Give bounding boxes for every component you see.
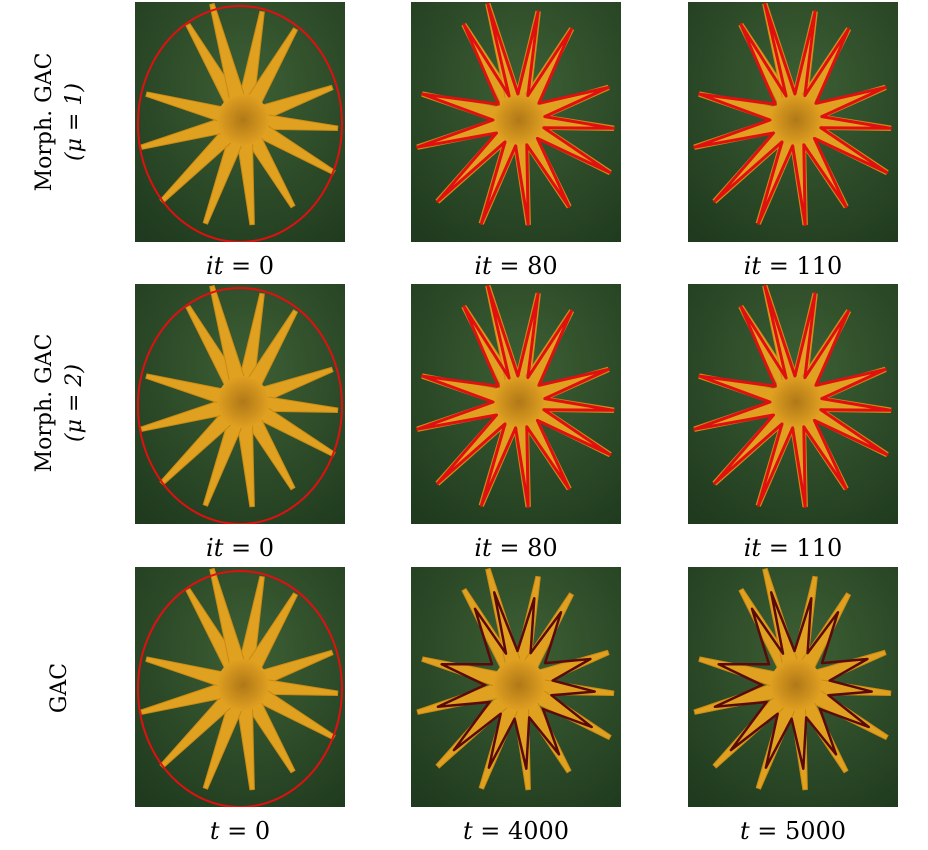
starfish-center	[217, 94, 269, 146]
caption-variable: t	[209, 817, 220, 845]
caption-r1-c2: it = 80	[411, 252, 621, 280]
starfish-image	[688, 284, 898, 524]
starfish-image	[411, 567, 621, 807]
starfish-image	[688, 567, 898, 807]
caption-variable: it	[206, 252, 224, 280]
starfish-center	[217, 659, 269, 711]
segmentation-contour	[137, 570, 343, 807]
starfish-image	[135, 567, 345, 807]
panel-r2-c3	[688, 284, 898, 524]
segmentation-contour	[416, 2, 616, 227]
row-label-3-line1: GAC	[47, 662, 72, 714]
caption-variable: it	[743, 534, 762, 562]
caption-variable: it	[474, 252, 492, 280]
caption-r1-c1: it = 0	[135, 252, 345, 280]
starfish-center	[493, 376, 545, 428]
caption-variable: t	[739, 817, 750, 845]
row-label-1-line2: (μ = 1)	[62, 83, 87, 161]
caption-variable: it	[206, 534, 224, 562]
starfish-shape	[140, 2, 339, 226]
segmentation-contour	[416, 284, 616, 509]
panel-r3-c2	[411, 567, 621, 807]
caption-value: = 0	[223, 534, 274, 562]
segmentation-contour	[713, 591, 873, 770]
caption-variable: t	[462, 817, 473, 845]
panel-r1-c2	[411, 2, 621, 242]
caption-r2-c1: it = 0	[135, 534, 345, 562]
caption-value: = 110	[761, 534, 843, 562]
starfish-image	[135, 284, 345, 524]
caption-value: = 0	[219, 817, 271, 845]
caption-r3-c1: t = 0	[135, 817, 345, 845]
caption-r2-c2: it = 80	[411, 534, 621, 562]
segmentation-contour	[693, 2, 893, 227]
row-label-1-line1: Morph. GAC	[32, 52, 57, 192]
row-label-2-line2: (μ = 2)	[62, 364, 87, 442]
starfish-shape	[140, 284, 339, 508]
segmentation-contour	[137, 287, 343, 524]
row-label-1: Morph. GAC (μ = 1)	[30, 2, 90, 242]
row-label-2: Morph. GAC (μ = 2)	[30, 283, 90, 523]
caption-value: = 80	[491, 252, 558, 280]
starfish-image	[135, 2, 345, 242]
starfish-center	[770, 659, 822, 711]
caption-value: = 5000	[749, 817, 847, 845]
caption-value: = 4000	[472, 817, 570, 845]
starfish-center	[493, 659, 545, 711]
starfish-center	[493, 94, 545, 146]
starfish-image	[411, 284, 621, 524]
starfish-center	[770, 94, 822, 146]
caption-r2-c3: it = 110	[688, 534, 898, 562]
starfish-image	[411, 2, 621, 242]
caption-r3-c2: t = 4000	[411, 817, 621, 845]
segmentation-contour	[693, 284, 893, 509]
panel-r1-c1	[135, 2, 345, 242]
caption-value: = 0	[223, 252, 274, 280]
caption-value: = 110	[761, 252, 843, 280]
caption-variable: it	[743, 252, 762, 280]
row-label-2-line1: Morph. GAC	[32, 333, 57, 473]
row-label-3: GAC	[30, 568, 90, 808]
segmentation-contour	[137, 5, 343, 242]
panel-r2-c1	[135, 284, 345, 524]
caption-value: = 80	[491, 534, 558, 562]
panel-r2-c2	[411, 284, 621, 524]
starfish-center	[770, 376, 822, 428]
starfish-shape	[140, 567, 339, 791]
panel-r1-c3	[688, 2, 898, 242]
caption-variable: it	[474, 534, 492, 562]
segmentation-contour	[436, 591, 596, 770]
panel-r3-c1	[135, 567, 345, 807]
starfish-image	[688, 2, 898, 242]
starfish-center	[217, 376, 269, 428]
panel-r3-c3	[688, 567, 898, 807]
caption-r1-c3: it = 110	[688, 252, 898, 280]
caption-r3-c3: t = 5000	[688, 817, 898, 845]
